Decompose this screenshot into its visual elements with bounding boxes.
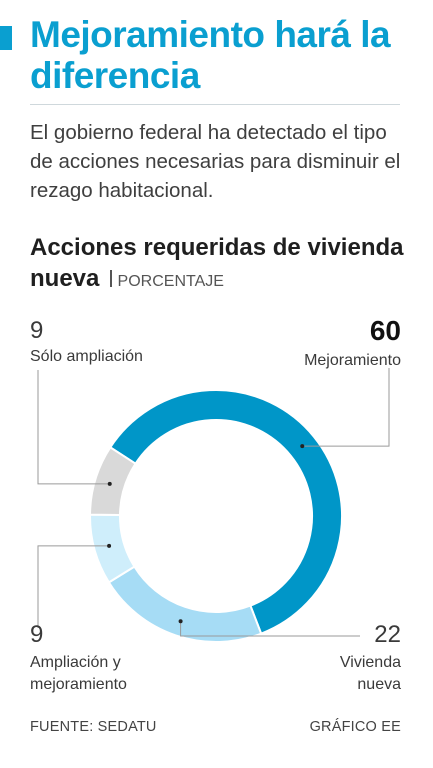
label-vivienda-nueva-name: Vivienda nueva (339, 654, 401, 693)
chart-unit-wrap: PORCENTAJE (106, 270, 224, 290)
donut-slices (88, 389, 343, 643)
credit-text: GRÁFICO EE (309, 719, 401, 735)
label-mejoramiento-name: Mejoramiento (304, 352, 401, 369)
chart-unit: PORCENTAJE (117, 273, 224, 290)
slice-mejoramiento (108, 389, 343, 635)
label-vivienda-nueva-value: 22 (374, 621, 401, 648)
title-separator (110, 270, 112, 287)
chart-title: Acciones requeridas de vivienda nueva PO… (30, 232, 425, 297)
divider (30, 104, 400, 105)
leader-line-vivienda-nueva (180, 621, 360, 637)
headline: Mejoramiento hará la diferencia (30, 14, 391, 96)
label-mejoramiento-value: 60 (369, 315, 401, 346)
leader-dot-mejoramiento (300, 444, 305, 449)
slice-vivienda-nueva (107, 565, 263, 643)
slice-solo-ampliacion (88, 445, 137, 517)
deck-text: El gobierno federal ha detectado el tipo… (30, 121, 401, 202)
chart-title-text: Acciones requeridas de vivienda nueva (30, 234, 404, 292)
label-solo-ampliacion-value: 9 (30, 317, 44, 344)
label-solo-ampliacion-name: Sólo ampliación (30, 348, 143, 365)
label-ampliacion-mejoramiento-value: 9 (30, 621, 44, 648)
leader-lines (37, 368, 390, 637)
accent-bar (0, 26, 12, 50)
leader-line-mejoramiento (302, 368, 390, 447)
source-text: FUENTE: SEDATU (30, 719, 157, 735)
leader-dot-vivienda-nueva (178, 619, 183, 624)
leader-dot-solo-ampliacion (107, 481, 112, 486)
leader-line-ampliacion-y-mejoramiento (37, 545, 110, 628)
label-ampliacion-mejoramiento-name: Ampliación y mejoramiento (30, 654, 127, 693)
leader-line-solo-ampliacion (37, 370, 110, 485)
leader-dot-ampliacion-y-mejoramiento (107, 543, 112, 548)
